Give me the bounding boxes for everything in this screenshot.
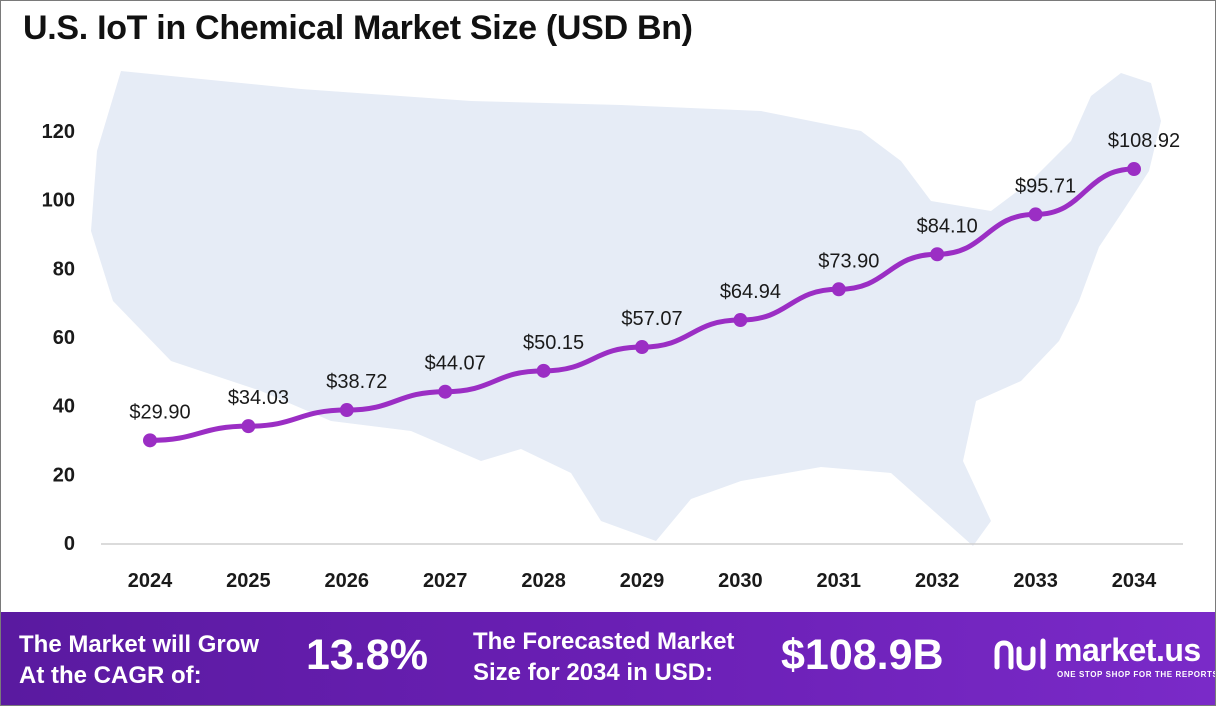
data-labels: $29.90 $34.03 $38.72 $44.07 $50.15 $57.07 $64.… (129, 130, 1180, 423)
logo-tagline: ONE STOP SHOP FOR THE REPORTS (1057, 670, 1216, 679)
cagr-value: 13.8% (306, 631, 428, 679)
data-point (831, 282, 846, 297)
data-label: $57.07 (621, 308, 682, 330)
x-tick-label: 2029 (620, 570, 665, 592)
forecast-label-line1: The Forecasted Market (473, 628, 735, 655)
data-point (1127, 162, 1141, 177)
data-label: $108.92 (1108, 130, 1180, 152)
data-point (241, 419, 256, 434)
cagr-label-line2: At the CAGR of: (19, 662, 202, 689)
data-point (1028, 207, 1043, 222)
x-tick-label: 2025 (226, 570, 271, 592)
forecast-value: $108.9B (781, 631, 944, 679)
data-label: $34.03 (228, 387, 289, 409)
y-axis: 0 20 40 60 80 100 120 (42, 121, 75, 555)
x-axis: 2024 2025 2026 2027 2028 2029 2030 2031 2032 2033… (128, 570, 1157, 592)
data-label: $73.90 (818, 250, 879, 272)
data-label: $50.15 (523, 332, 584, 354)
line-chart: 0 20 40 60 80 100 120 2024 2025 2026 2027 2028 2029… (42, 71, 1183, 592)
data-label: $44.07 (425, 353, 486, 375)
y-tick-label: 100 (42, 190, 75, 212)
data-point (733, 313, 748, 328)
forecast-label: The Forecasted Market Size for 2034 in U… (473, 626, 734, 688)
data-label: $95.71 (1015, 175, 1076, 197)
chart-title: U.S. IoT in Chemical Market Size (USD Bn… (23, 9, 693, 47)
data-label: $38.72 (326, 371, 387, 393)
cagr-label: The Market will Grow At the CAGR of: (19, 629, 259, 691)
y-tick-label: 0 (64, 533, 75, 555)
y-tick-label: 80 (53, 258, 75, 280)
market-us-logo-icon (994, 638, 1046, 671)
data-point (930, 247, 945, 262)
x-tick-label: 2030 (718, 570, 763, 592)
data-label: $64.94 (720, 281, 781, 303)
summary-banner: The Market will Grow At the CAGR of: 13.… (1, 612, 1216, 705)
x-tick-label: 2024 (128, 570, 173, 592)
y-tick-label: 40 (53, 396, 75, 418)
data-point (143, 433, 157, 448)
y-tick-label: 120 (42, 121, 75, 143)
cagr-label-line1: The Market will Grow (19, 631, 260, 658)
y-tick-label: 20 (53, 464, 75, 486)
x-tick-label: 2031 (817, 570, 862, 592)
data-point (438, 384, 453, 399)
forecast-label-line2: Size for 2034 in USD: (473, 659, 714, 686)
x-tick-label: 2032 (915, 570, 960, 592)
data-point (339, 403, 354, 418)
data-point (635, 340, 649, 355)
data-label: $84.10 (917, 215, 978, 237)
data-points (143, 162, 1141, 448)
x-tick-label: 2026 (325, 570, 370, 592)
x-tick-label: 2028 (521, 570, 566, 592)
x-tick-label: 2033 (1013, 570, 1058, 592)
x-tick-label: 2027 (423, 570, 468, 592)
us-map-background (91, 71, 1161, 546)
logo-name: market.us (1054, 632, 1201, 668)
data-label: $29.90 (129, 401, 190, 423)
x-tick-label: 2034 (1112, 570, 1157, 592)
y-tick-label: 60 (53, 327, 75, 349)
series-line (147, 166, 1137, 443)
data-point (536, 363, 551, 378)
